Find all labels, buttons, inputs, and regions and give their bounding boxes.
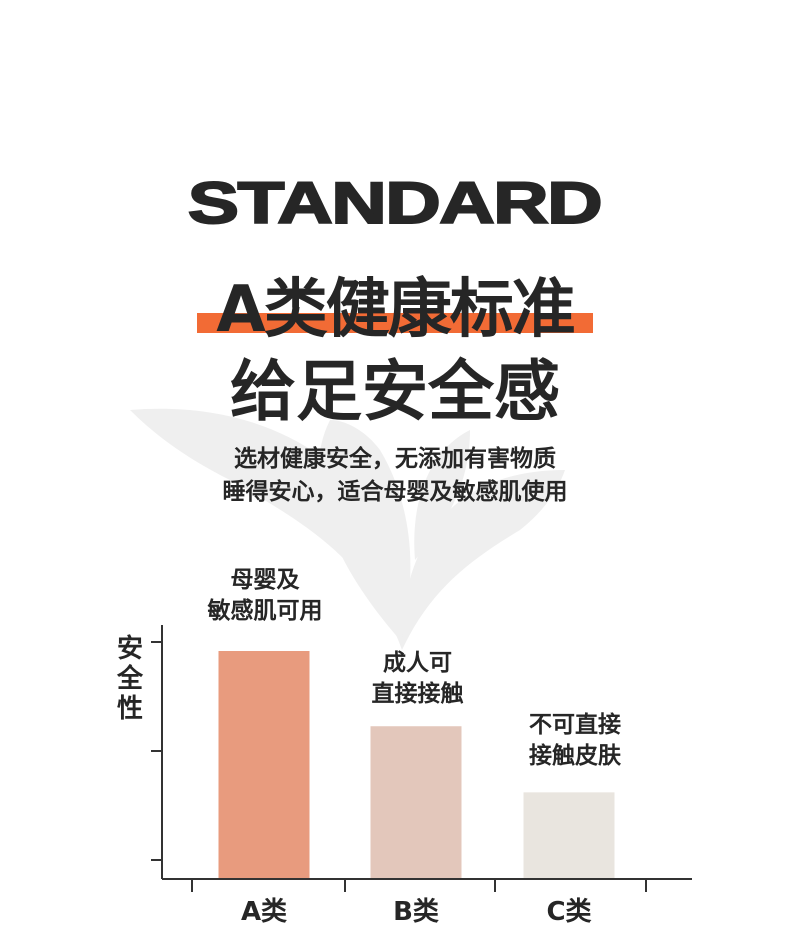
bar-annotation-b: 成人可 直接接触	[340, 648, 495, 710]
y-axis-label: 安全性	[116, 634, 143, 724]
leaf-small-right	[414, 430, 470, 560]
bar-C类	[523, 792, 615, 879]
bar-annotation-a: 母婴及 敏感肌可用	[190, 565, 340, 627]
accent-stripe	[197, 313, 593, 333]
bar-A类	[218, 651, 310, 879]
annotation-b-line1: 成人可	[383, 650, 452, 676]
annotation-a-line2: 敏感肌可用	[207, 598, 323, 624]
annotation-c-line2: 接触皮肤	[529, 743, 621, 769]
x-tick-label-b: B类	[393, 897, 439, 927]
subtitle-line2: 睡得安心，适合母婴及敏感肌使用	[222, 479, 568, 505]
title-chinese-line1: A类健康标准	[216, 273, 576, 347]
x-tick-label-a: A类	[240, 897, 288, 927]
leaf-center	[318, 420, 411, 640]
x-tick-label-c: C类	[546, 897, 592, 927]
title-chinese-line2: 给足安全感	[230, 353, 560, 430]
annotation-c-line1: 不可直接	[529, 712, 621, 738]
subtitle-line1: 选材健康安全，无添加有害物质	[234, 446, 556, 472]
leaf-right	[402, 470, 565, 650]
title-english-text: STANDARD	[187, 170, 604, 237]
annotation-b-line2: 直接接触	[371, 681, 464, 707]
bar-B类	[370, 726, 462, 879]
title-english: STANDARD	[0, 170, 790, 237]
bar-annotation-c: 不可直接 接触皮肤	[495, 710, 655, 772]
annotation-a-line1: 母婴及	[230, 567, 300, 593]
